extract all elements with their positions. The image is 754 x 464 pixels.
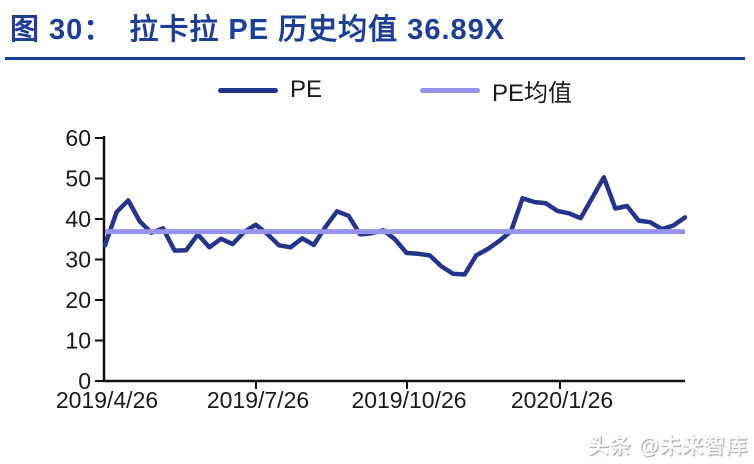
figure-title-text: 拉卡拉 PE 历史均值 36.89X bbox=[129, 14, 506, 46]
pe-mean-line-swatch bbox=[420, 87, 480, 93]
title-underline bbox=[5, 57, 745, 60]
legend-item-pe: PE bbox=[218, 76, 323, 103]
y-tick-label: 10 bbox=[65, 328, 91, 354]
legend-item-pe-mean: PE均值 bbox=[420, 78, 572, 107]
legend-label-pe: PE bbox=[290, 76, 323, 103]
pe-line-swatch bbox=[218, 87, 278, 93]
watermark-toutiao: 头条 @未来智库 bbox=[587, 435, 748, 458]
pe-line bbox=[102, 175, 688, 277]
y-tick-label: 50 bbox=[65, 166, 91, 192]
x-tick-label: 2019/7/26 bbox=[207, 387, 309, 413]
y-tick-label: 40 bbox=[65, 206, 91, 232]
figure-title: 图 30： 拉卡拉 PE 历史均值 36.89X bbox=[10, 6, 505, 48]
y-tick-label: 30 bbox=[65, 247, 91, 273]
x-tick-label: 2020/1/26 bbox=[511, 387, 613, 413]
y-tick-label: 0 bbox=[78, 368, 91, 394]
figure-number: 图 30： bbox=[10, 14, 114, 46]
y-tick-label: 20 bbox=[65, 287, 91, 313]
x-tick-label: 2019/4/26 bbox=[56, 387, 158, 413]
y-tick-label: 60 bbox=[65, 125, 91, 151]
x-tick-label: 2019/10/26 bbox=[351, 387, 466, 413]
legend-label-pe-mean: PE均值 bbox=[492, 79, 573, 107]
